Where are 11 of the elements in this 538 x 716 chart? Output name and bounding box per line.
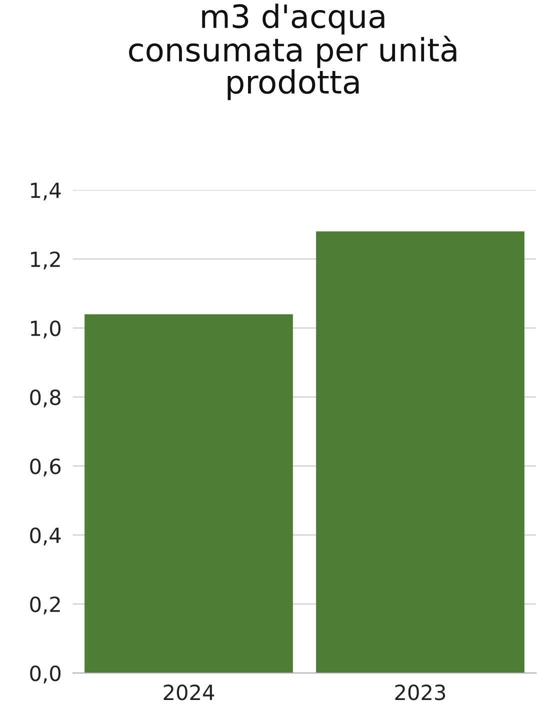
x-tick-label: 2024 (164, 684, 214, 700)
y-tick-label: 1,2 (31, 251, 60, 270)
y-tick-label: 0,6 (30, 458, 61, 476)
y-tick-label: 0,0 (30, 665, 61, 684)
x-tick-label: 2023 (395, 684, 446, 700)
y-tick-label: 0,8 (30, 389, 60, 408)
chart-title: m3 d'acqua consumata per unità prodotta (129, 4, 456, 100)
y-tick-label: 1,4 (31, 182, 61, 200)
y-tick-label: 1,0 (31, 320, 61, 338)
y-tick-label: 0,2 (30, 596, 60, 614)
y-tick-label: 0,4 (30, 527, 61, 546)
